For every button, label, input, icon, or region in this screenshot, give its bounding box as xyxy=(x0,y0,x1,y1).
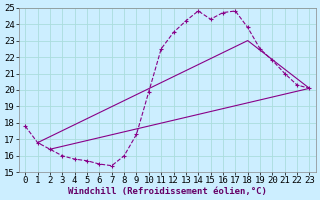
X-axis label: Windchill (Refroidissement éolien,°C): Windchill (Refroidissement éolien,°C) xyxy=(68,187,267,196)
